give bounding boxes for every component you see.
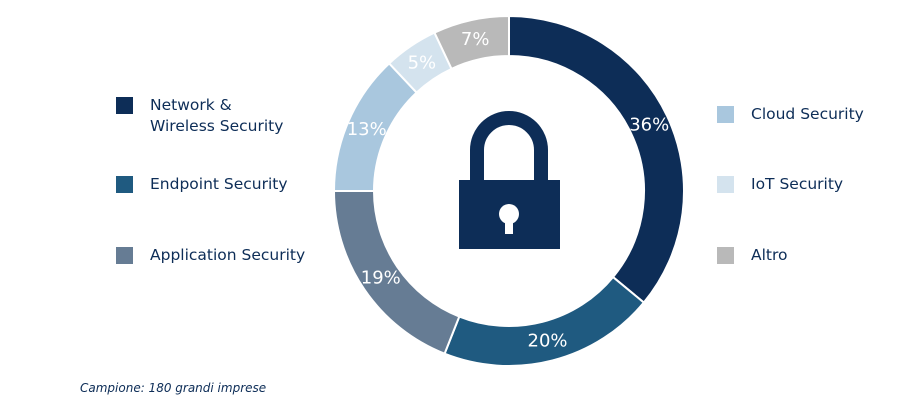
slice-value-label: 13% bbox=[347, 119, 387, 140]
donut-slices bbox=[332, 14, 685, 367]
legend-swatch bbox=[717, 106, 734, 123]
legend-swatch bbox=[116, 247, 133, 264]
legend-item-network-wireless-security: Network & Wireless Security bbox=[116, 95, 283, 137]
legend-swatch bbox=[116, 97, 133, 114]
legend-label: Endpoint Security bbox=[150, 175, 288, 193]
legend-item-endpoint-security: Endpoint Security bbox=[116, 174, 288, 195]
slice-value-label: 36% bbox=[629, 115, 669, 136]
legend-label: IoT Security bbox=[751, 175, 844, 193]
legend-label: Altro bbox=[751, 246, 788, 264]
donut-slice-5 bbox=[433, 14, 510, 71]
legend-label: Cloud Security bbox=[751, 105, 864, 123]
padlock-icon bbox=[459, 111, 560, 249]
legend-item-application-security: Application Security bbox=[116, 245, 305, 266]
legend-item-cloud-security: Cloud Security bbox=[717, 104, 864, 125]
legend-swatch bbox=[116, 176, 133, 193]
slice-value-label: 5% bbox=[408, 52, 437, 73]
legend-swatch bbox=[717, 176, 734, 193]
legend-swatch bbox=[717, 247, 734, 264]
legend-label: Network & Wireless Security bbox=[150, 96, 284, 135]
footnote: Campione: 180 grandi imprese bbox=[80, 381, 267, 395]
slice-value-label: 20% bbox=[528, 331, 568, 352]
slice-labels: 36% 20% 19% 13% 5% 7% bbox=[347, 29, 670, 351]
legend-item-altro: Altro bbox=[717, 245, 788, 266]
legend-item-iot-security: IoT Security bbox=[717, 174, 843, 195]
legend-label: Application Security bbox=[150, 246, 306, 264]
slice-value-label: 19% bbox=[361, 268, 401, 289]
donut-slice-1 bbox=[443, 275, 646, 367]
slice-value-label: 7% bbox=[461, 29, 490, 50]
